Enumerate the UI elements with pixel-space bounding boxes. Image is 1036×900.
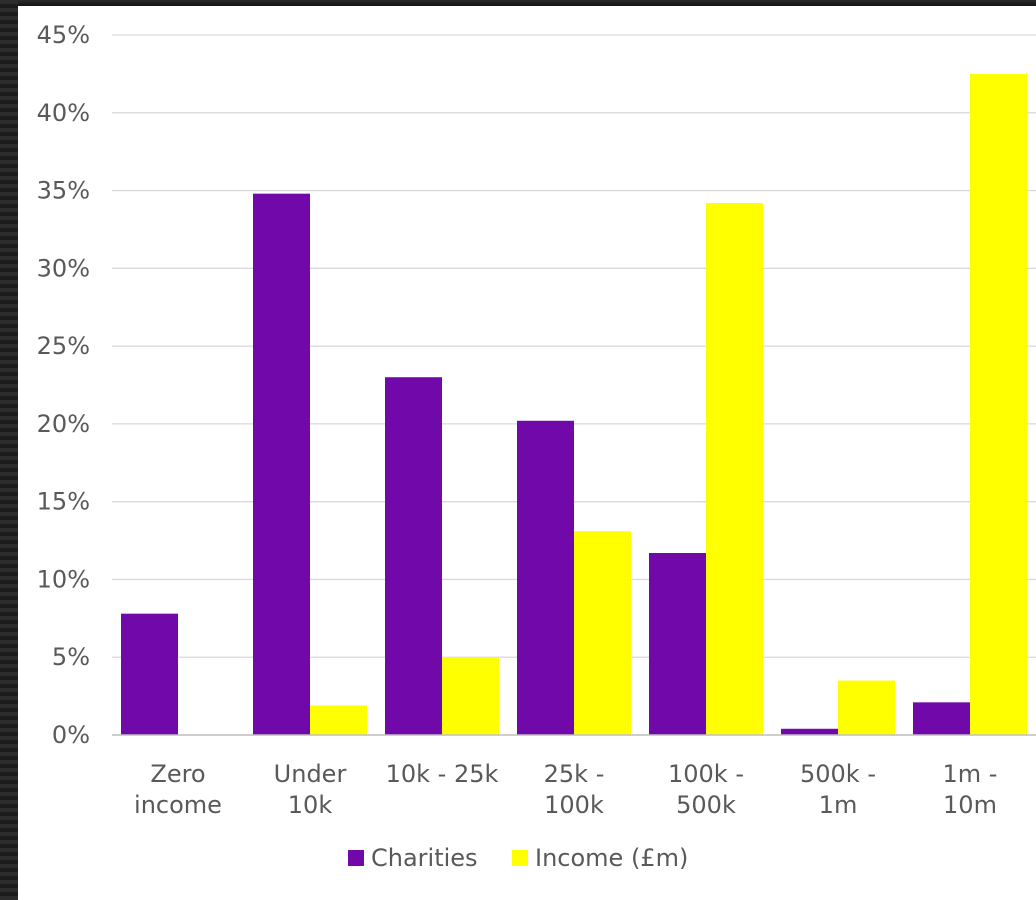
bar-income-4 [706, 203, 763, 735]
bar-income-2 [442, 657, 499, 735]
bar-charities-3 [517, 420, 574, 735]
x-tick-label: 100k - [668, 760, 744, 788]
bar-charities-1 [253, 193, 310, 735]
y-tick-label: 5% [52, 643, 90, 671]
y-tick-label: 10% [37, 565, 90, 593]
x-tick-label: 1m [819, 791, 858, 819]
x-tick-label: 100k [544, 791, 604, 819]
x-tick-label: 25k - [544, 760, 605, 788]
legend-swatch-charities [348, 850, 364, 866]
x-tick-label: Under [274, 760, 347, 788]
left-edge-strip [0, 0, 18, 900]
x-tick-label: Zero [150, 760, 205, 788]
y-tick-label: 15% [37, 488, 90, 516]
x-tick-label: 500k [676, 791, 736, 819]
y-tick-label: 30% [37, 254, 90, 282]
bar-charities-0 [121, 613, 178, 735]
bar-income-6 [970, 73, 1027, 735]
x-tick-label: 500k - [800, 760, 876, 788]
y-tick-label: 20% [37, 410, 90, 438]
y-tick-label: 45% [37, 21, 90, 49]
x-tick-label: income [134, 791, 222, 819]
x-tick-label: 10k - 25k [386, 760, 499, 788]
bar-charities-2 [385, 377, 442, 735]
x-tick-label: 10m [943, 791, 997, 819]
legend-label-charities: Charities [371, 844, 478, 872]
y-tick-label: 25% [37, 332, 90, 360]
x-tick-label: 1m - [943, 760, 998, 788]
top-bezel [0, 0, 1036, 10]
x-tick-label: 10k [288, 791, 333, 819]
bar-income-5 [838, 680, 895, 735]
bar-charities-5 [781, 728, 838, 735]
bar-income-3 [574, 531, 631, 735]
legend-label-income: Income (£m) [535, 844, 688, 872]
bar-chart: 0% 5% 10% 15% 20% 25% 30% 35% 40% 45% Zero income Un… [37, 21, 1036, 872]
y-tick-label: 0% [52, 721, 90, 749]
y-tick-label: 40% [37, 99, 90, 127]
chart-panel: 0% 5% 10% 15% 20% 25% 30% 35% 40% 45% Zero income Un… [18, 6, 1036, 900]
bar-charities-6 [913, 702, 970, 735]
y-tick-label: 35% [37, 177, 90, 205]
bar-income-1 [310, 705, 367, 735]
bar-charities-4 [649, 553, 706, 735]
legend-swatch-income [512, 850, 528, 866]
